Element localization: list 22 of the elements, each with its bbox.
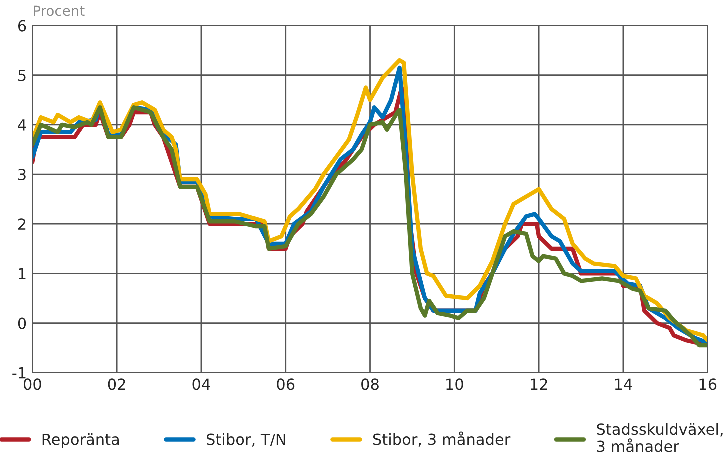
legend-label: Stibor, 3 månader bbox=[373, 432, 511, 447]
x-tick-label: 10 bbox=[446, 378, 464, 390]
x-tick-label: 14 bbox=[615, 378, 632, 390]
y-tick-label: 2 bbox=[18, 218, 26, 230]
y-tick-label: 0 bbox=[18, 318, 26, 330]
x-tick-label: 04 bbox=[192, 378, 210, 390]
x-tick-label: 16 bbox=[700, 378, 717, 390]
y-tick-label: -1 bbox=[12, 368, 26, 379]
x-tick-label: 00 bbox=[24, 378, 42, 390]
y-tick-label: 6 bbox=[18, 20, 26, 32]
x-tick-label: 06 bbox=[277, 378, 295, 390]
y-tick-label: 3 bbox=[18, 169, 26, 181]
y-axis-title: Procent bbox=[34, 6, 85, 16]
y-tick-label: 4 bbox=[18, 120, 26, 131]
x-tick-label: 02 bbox=[108, 378, 126, 390]
legend-label: Stadsskuldväxel, 3 månader bbox=[597, 423, 723, 452]
x-tick-label: 12 bbox=[531, 378, 548, 390]
legend-label: Reporänta bbox=[42, 434, 120, 448]
y-tick-label: 5 bbox=[18, 70, 26, 82]
x-tick-label: 08 bbox=[362, 378, 379, 390]
y-tick-label: 1 bbox=[19, 268, 26, 280]
legend-label: Stibor, T/N bbox=[207, 434, 286, 447]
